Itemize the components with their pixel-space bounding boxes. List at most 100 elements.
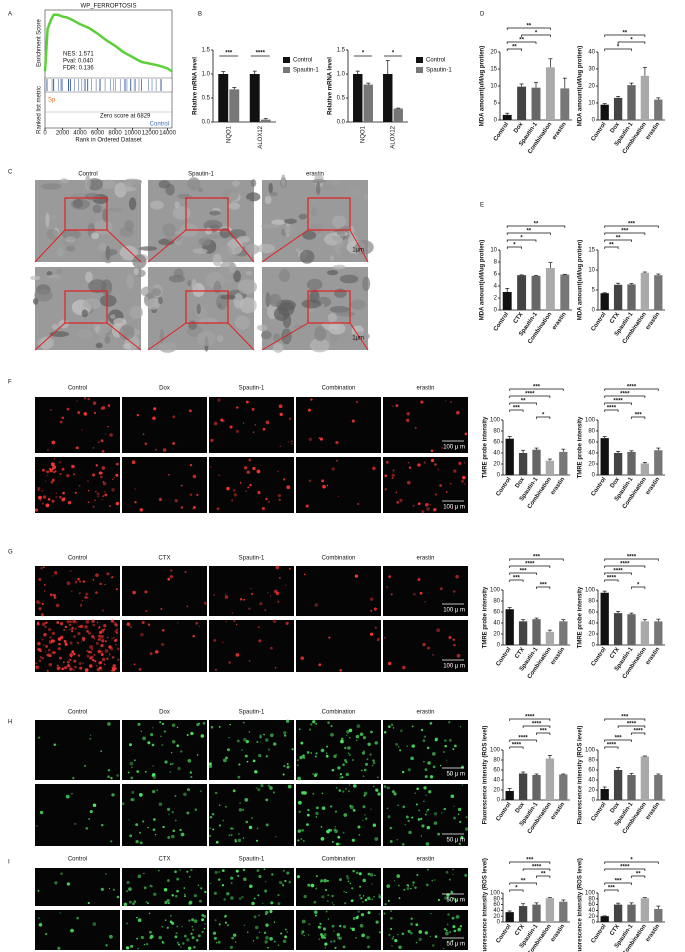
significance-bracket (509, 388, 564, 391)
organelle (81, 309, 88, 318)
cell (197, 884, 200, 887)
cell (226, 748, 230, 752)
y-tick-label: 0 (494, 118, 498, 124)
error-bar (561, 773, 566, 775)
cell (183, 934, 187, 938)
significance-bracket (604, 889, 619, 892)
legend-label: Control (426, 58, 445, 64)
cell (433, 821, 438, 825)
cell (87, 397, 91, 401)
cell (449, 773, 452, 776)
cell (384, 637, 386, 639)
cell (346, 876, 350, 880)
organelle (34, 289, 53, 302)
organelle (215, 277, 234, 284)
cell (139, 508, 144, 512)
x-tick-label: CTX (609, 312, 621, 325)
significance-bracket (604, 868, 646, 871)
cell (86, 596, 89, 599)
bar (545, 67, 555, 120)
cell (93, 654, 96, 656)
cell (310, 723, 313, 726)
cell (137, 947, 139, 950)
cell (186, 788, 190, 792)
cell (252, 431, 255, 434)
cell (259, 734, 262, 737)
cell (105, 433, 107, 435)
organelle (237, 279, 257, 295)
cell (191, 936, 195, 940)
organelle (239, 297, 257, 314)
panel-label: A (8, 12, 12, 18)
cell (224, 921, 227, 924)
cell (326, 829, 330, 834)
cell (375, 788, 379, 792)
error-bar (616, 611, 621, 614)
cell (136, 937, 139, 940)
cell (330, 725, 333, 728)
significance-label: ** (521, 879, 526, 885)
organelle (269, 293, 282, 307)
y-tick-label: 0 (592, 643, 596, 649)
cell (241, 895, 244, 899)
legend-swatch (416, 57, 423, 63)
cell (387, 725, 391, 729)
bar (393, 108, 403, 122)
bar (654, 275, 663, 310)
significance-label: **** (627, 385, 637, 391)
cell (359, 732, 364, 737)
cell (333, 754, 337, 759)
cell (41, 639, 44, 641)
cell (453, 805, 455, 807)
cell (54, 881, 58, 885)
bar (532, 619, 541, 645)
cell (131, 790, 135, 794)
y-tick-label: 60 (493, 902, 500, 908)
cell (144, 590, 148, 594)
cell (244, 754, 248, 758)
zoom-line (227, 322, 255, 351)
x-tick-label: Control (493, 311, 510, 332)
organelle (101, 179, 117, 190)
fluorescence-image (122, 620, 207, 672)
significance-label: ** (622, 31, 627, 37)
y-tick-label: 20 (588, 788, 595, 794)
cell (57, 647, 61, 651)
cell (78, 484, 81, 487)
cell (284, 928, 287, 931)
y-tick-label: 60 (588, 610, 595, 616)
cell (189, 463, 193, 467)
cell (421, 824, 425, 828)
cell (272, 619, 277, 623)
cell (106, 636, 109, 639)
cell (48, 654, 52, 658)
cell (243, 465, 248, 470)
cell (451, 939, 454, 942)
cell (256, 469, 261, 474)
cell (453, 643, 456, 647)
cell (72, 668, 75, 671)
cell (134, 501, 137, 504)
cell (158, 935, 162, 940)
cell (316, 875, 318, 878)
error-bar (505, 112, 510, 115)
cell (270, 646, 273, 650)
cell (147, 623, 151, 626)
cell (78, 625, 80, 628)
cell (265, 910, 269, 915)
significance-label: *** (225, 51, 233, 57)
zoom-line (147, 322, 187, 351)
cell (414, 886, 417, 889)
cell (267, 500, 271, 503)
cell (58, 642, 61, 646)
error-bar (507, 788, 512, 791)
cell (300, 838, 303, 840)
cell (69, 628, 71, 631)
cell (264, 880, 267, 883)
cell (378, 931, 381, 934)
cell (297, 839, 300, 842)
cell (121, 802, 125, 806)
significance-bracket (509, 402, 537, 405)
bar (518, 453, 528, 475)
annotation: Pval: 0.040 (63, 59, 94, 65)
